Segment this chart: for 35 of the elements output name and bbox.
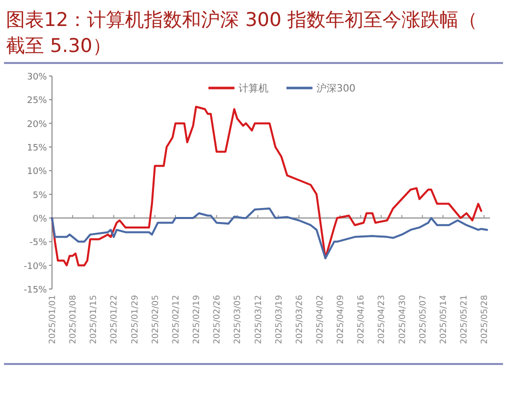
legend-label: 沪深300 — [316, 82, 356, 94]
y-tick-label: -15% — [24, 286, 48, 296]
x-tick-label: 2025/03/19 — [274, 295, 284, 344]
x-tick-label: 2025/02/12 — [171, 295, 182, 344]
y-tick-label: 10% — [26, 167, 48, 178]
x-tick-label: 2025/04/23 — [377, 295, 388, 344]
y-tick-label: 5% — [32, 190, 48, 201]
x-tick-label: 2025/05/21 — [460, 295, 470, 344]
y-tick-label: 30% — [26, 72, 48, 82]
y-tick-label: -5% — [29, 238, 48, 248]
x-tick-label: 2025/01/15 — [89, 295, 100, 344]
x-tick-label: 2025/01/08 — [68, 295, 79, 344]
x-tick-label: 2025/04/30 — [398, 295, 408, 344]
y-tick-label: 20% — [26, 120, 48, 130]
x-tick-label: 2025/03/05 — [233, 295, 244, 344]
x-tick-label: 2025/03/12 — [254, 295, 264, 344]
x-tick-label: 2025/01/29 — [130, 295, 140, 344]
y-tick-label: 25% — [26, 96, 48, 106]
y-tick-label: -10% — [24, 262, 48, 272]
x-tick-label: 2025/05/07 — [418, 295, 428, 344]
x-tick-label: 2025/05/14 — [438, 295, 449, 344]
x-tick-label: 2025/03/26 — [294, 295, 305, 344]
y-tick-label: 15% — [26, 144, 48, 154]
x-tick-label: 2025/05/28 — [480, 295, 490, 344]
x-tick-label: 2025/04/16 — [356, 295, 367, 344]
x-tick-label: 2025/02/19 — [192, 295, 202, 344]
title: 图表12：计算机指数和沪深 300 指数年初至今涨跌幅（截至 5.30） — [6, 9, 478, 57]
x-tick-label: 2025/02/05 — [150, 295, 161, 344]
x-tick-label: 2025/01/22 — [110, 295, 120, 344]
x-tick-label: 2025/02/26 — [212, 295, 223, 344]
x-tick-label: 2025/01/01 — [48, 295, 58, 344]
x-tick-label: 2025/04/02 — [316, 295, 326, 344]
legend-label: 计算机 — [238, 82, 268, 94]
y-tick-label: 0% — [32, 214, 48, 224]
x-tick-label: 2025/04/09 — [336, 295, 346, 344]
